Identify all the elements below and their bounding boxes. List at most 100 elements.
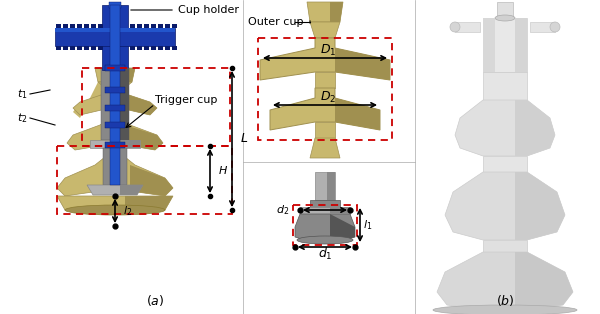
Text: $l_2$: $l_2$ bbox=[123, 204, 132, 218]
Polygon shape bbox=[120, 92, 157, 115]
Polygon shape bbox=[158, 24, 163, 28]
Polygon shape bbox=[455, 100, 555, 156]
Polygon shape bbox=[483, 156, 527, 172]
Polygon shape bbox=[91, 24, 96, 28]
Polygon shape bbox=[260, 38, 390, 80]
Polygon shape bbox=[165, 46, 170, 50]
Polygon shape bbox=[437, 252, 573, 310]
Polygon shape bbox=[310, 22, 340, 38]
Polygon shape bbox=[56, 24, 61, 28]
Polygon shape bbox=[295, 214, 355, 240]
Polygon shape bbox=[335, 38, 390, 80]
Polygon shape bbox=[105, 142, 125, 148]
Ellipse shape bbox=[450, 22, 460, 32]
Polygon shape bbox=[105, 105, 125, 111]
Polygon shape bbox=[530, 22, 555, 32]
Text: Outer cup: Outer cup bbox=[248, 17, 304, 27]
Polygon shape bbox=[315, 122, 335, 138]
Polygon shape bbox=[84, 46, 89, 50]
Polygon shape bbox=[172, 24, 177, 28]
Polygon shape bbox=[90, 140, 140, 148]
Polygon shape bbox=[130, 46, 135, 50]
Bar bbox=[293, 205, 357, 245]
Polygon shape bbox=[63, 46, 68, 50]
Polygon shape bbox=[84, 24, 89, 28]
Polygon shape bbox=[445, 172, 565, 240]
Polygon shape bbox=[130, 165, 173, 196]
Ellipse shape bbox=[65, 205, 165, 215]
Polygon shape bbox=[151, 24, 156, 28]
Polygon shape bbox=[515, 172, 565, 240]
Text: $H$: $H$ bbox=[218, 164, 228, 176]
Polygon shape bbox=[73, 82, 157, 115]
Text: $D_1$: $D_1$ bbox=[320, 42, 336, 57]
Polygon shape bbox=[120, 140, 140, 148]
Polygon shape bbox=[300, 207, 350, 214]
Polygon shape bbox=[330, 2, 343, 22]
Polygon shape bbox=[91, 46, 96, 50]
Polygon shape bbox=[483, 240, 527, 252]
Polygon shape bbox=[105, 145, 125, 157]
Polygon shape bbox=[137, 24, 142, 28]
Polygon shape bbox=[55, 28, 175, 32]
Polygon shape bbox=[315, 172, 335, 200]
Polygon shape bbox=[172, 46, 177, 50]
Polygon shape bbox=[105, 122, 125, 128]
Polygon shape bbox=[117, 68, 129, 140]
Ellipse shape bbox=[433, 305, 577, 314]
Text: $(a)$: $(a)$ bbox=[146, 293, 164, 308]
Ellipse shape bbox=[297, 236, 353, 244]
Polygon shape bbox=[307, 2, 343, 22]
Polygon shape bbox=[497, 2, 513, 18]
Polygon shape bbox=[327, 172, 335, 200]
Text: $d_2$: $d_2$ bbox=[277, 203, 290, 217]
Polygon shape bbox=[73, 82, 110, 118]
Text: $L$: $L$ bbox=[240, 132, 248, 144]
Polygon shape bbox=[103, 148, 127, 185]
Polygon shape bbox=[144, 46, 149, 50]
Text: Trigger cup: Trigger cup bbox=[155, 95, 217, 105]
Bar bbox=[258, 38, 392, 140]
Ellipse shape bbox=[495, 15, 515, 21]
Text: $(b)$: $(b)$ bbox=[496, 293, 514, 308]
Polygon shape bbox=[137, 46, 142, 50]
Text: $d_1$: $d_1$ bbox=[317, 246, 332, 262]
Polygon shape bbox=[70, 24, 75, 28]
Polygon shape bbox=[310, 200, 340, 207]
Polygon shape bbox=[165, 24, 170, 28]
Polygon shape bbox=[110, 5, 120, 185]
Polygon shape bbox=[95, 68, 135, 82]
Polygon shape bbox=[70, 46, 75, 50]
Polygon shape bbox=[330, 207, 350, 214]
Polygon shape bbox=[483, 18, 495, 72]
Polygon shape bbox=[63, 24, 68, 28]
Text: Cup holder: Cup holder bbox=[178, 5, 239, 15]
Polygon shape bbox=[105, 65, 125, 71]
Text: $t_2$: $t_2$ bbox=[17, 111, 28, 125]
Polygon shape bbox=[483, 72, 527, 100]
Polygon shape bbox=[57, 157, 173, 196]
Text: $t_1$: $t_1$ bbox=[17, 87, 28, 101]
Polygon shape bbox=[335, 88, 380, 130]
Polygon shape bbox=[102, 5, 128, 70]
Polygon shape bbox=[315, 72, 335, 88]
Polygon shape bbox=[101, 68, 129, 140]
Bar bbox=[82, 68, 230, 146]
Polygon shape bbox=[109, 2, 121, 8]
Polygon shape bbox=[98, 46, 103, 50]
Polygon shape bbox=[67, 118, 163, 150]
Polygon shape bbox=[515, 100, 555, 156]
Polygon shape bbox=[151, 46, 156, 50]
Polygon shape bbox=[120, 68, 135, 82]
Text: $l_1$: $l_1$ bbox=[364, 218, 373, 232]
Polygon shape bbox=[125, 125, 163, 150]
Polygon shape bbox=[144, 24, 149, 28]
Polygon shape bbox=[270, 88, 380, 130]
Polygon shape bbox=[77, 46, 82, 50]
Text: $D_2$: $D_2$ bbox=[320, 89, 336, 105]
Polygon shape bbox=[515, 18, 527, 72]
Polygon shape bbox=[87, 185, 143, 195]
Polygon shape bbox=[98, 24, 103, 28]
Ellipse shape bbox=[550, 22, 560, 32]
Polygon shape bbox=[110, 108, 120, 118]
